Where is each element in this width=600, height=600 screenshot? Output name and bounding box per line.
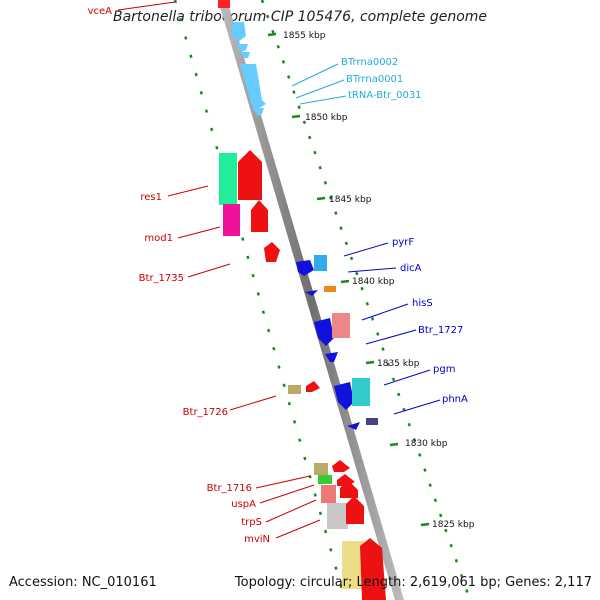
genome-backbone: [218, 0, 404, 600]
rna-feature-BTrrna0001: [252, 108, 264, 116]
tick-label-1830: 1830 kbp: [405, 439, 448, 449]
gene-arrow-btr1726-b: [306, 381, 320, 392]
rna-feature-BTrrna0002: [240, 64, 266, 110]
accession-text: Accession: NC_010161: [9, 575, 157, 590]
label-hisS: hisS: [412, 298, 433, 309]
label-mod1: mod1: [144, 233, 173, 244]
gene-feature-dicA-b: [324, 286, 336, 292]
reverse-strand-features: [232, 22, 378, 430]
label-btr1716: Btr_1716: [207, 483, 252, 494]
gene-arrow-res1-b: [238, 150, 262, 200]
rna-feature-top-c: [240, 52, 250, 58]
right-dotted-track: [260, 0, 472, 600]
gene-arrow-btr1727: [325, 352, 338, 362]
gene-feature-top: [218, 0, 230, 8]
right-callout-lines: [291, 63, 441, 415]
forward-strand-features: [218, 0, 386, 600]
label-phnA: phnA: [442, 394, 468, 405]
gene-feature-btr1726-a: [288, 385, 301, 394]
gene-arrow-mod1-b: [251, 200, 268, 232]
label-BTrrna0001: BTrrna0001: [346, 74, 403, 85]
gene-arrow-btr1735: [264, 242, 280, 262]
gene-feature-btr1716: [314, 463, 328, 475]
gene-arrow-pyrF-a: [296, 260, 314, 276]
label-mviN: mviN: [244, 534, 270, 545]
label-BTrrna0002: BTrrna0002: [341, 57, 398, 68]
tick-label-1840: 1840 kbp: [352, 277, 395, 287]
label-tRNA-Btr-0031: tRNA-Btr_0031: [348, 90, 422, 101]
gene-feature-hisS-b: [332, 313, 350, 338]
gene-feature-mviN-a: [327, 503, 348, 529]
gene-feature-trpS-a: [321, 485, 336, 503]
label-res1: res1: [140, 192, 162, 203]
gene-arrow-dicA-a: [305, 290, 318, 296]
gene-arrow-bottom-b: [360, 538, 386, 600]
gene-feature-bottom-a: [342, 541, 364, 589]
kbp-tick-labels: 1855 kbp 1850 kbp 1845 kbp 1840 kbp 1835…: [283, 31, 475, 530]
label-pgm: pgm: [433, 364, 455, 375]
kbp-tick-marks: [267, 32, 430, 527]
rna-feature-top-b: [236, 44, 248, 52]
label-pyrF: pyrF: [392, 237, 414, 248]
gene-feature-pyrF-b: [314, 255, 327, 271]
label-dicA: dicA: [400, 263, 422, 274]
label-btr1735: Btr_1735: [139, 273, 184, 284]
tick-label-1835: 1835 kbp: [377, 359, 420, 369]
gene-arrow-trpS-b: [340, 480, 358, 498]
gene-arrow-pgm-a: [334, 382, 354, 410]
gene-feature-mod1-a: [223, 204, 240, 236]
map-title: Bartonella tribocorum CIP 105476, comple…: [112, 9, 488, 25]
right-gene-labels: BTrrna0002 BTrrna0001 tRNA-Btr_0031 pyrF…: [341, 57, 468, 405]
label-vceA: vceA: [88, 6, 113, 17]
gene-feature-res1-a: [219, 153, 237, 205]
gene-arrow-phnA-a: [347, 422, 360, 430]
tick-label-1845: 1845 kbp: [329, 195, 372, 205]
tick-label-1850: 1850 kbp: [305, 113, 348, 123]
topology-text: Topology: circular; Length: 2,619,061 bp…: [234, 575, 592, 590]
gene-feature-uspA-a: [318, 475, 332, 484]
gene-feature-phnA-b: [366, 418, 378, 425]
left-gene-labels: vceA res1 mod1 Btr_1735 Btr_1726 Btr_171…: [88, 6, 270, 545]
tick-label-1855: 1855 kbp: [283, 31, 326, 41]
label-btr1727: Btr_1727: [418, 325, 463, 336]
rna-feature-top-a: [232, 22, 246, 42]
label-btr1726: Btr_1726: [183, 407, 228, 418]
left-callout-lines: [117, 1, 321, 539]
tick-label-1825: 1825 kbp: [432, 520, 475, 530]
gene-arrow-btr1716-b: [332, 460, 350, 472]
gene-feature-pgm-b: [352, 378, 370, 406]
label-trpS: trpS: [241, 517, 262, 528]
gene-arrow-mviN-b: [346, 496, 364, 524]
gene-arrow-hisS-a: [314, 318, 334, 346]
label-uspA: uspA: [231, 499, 256, 510]
